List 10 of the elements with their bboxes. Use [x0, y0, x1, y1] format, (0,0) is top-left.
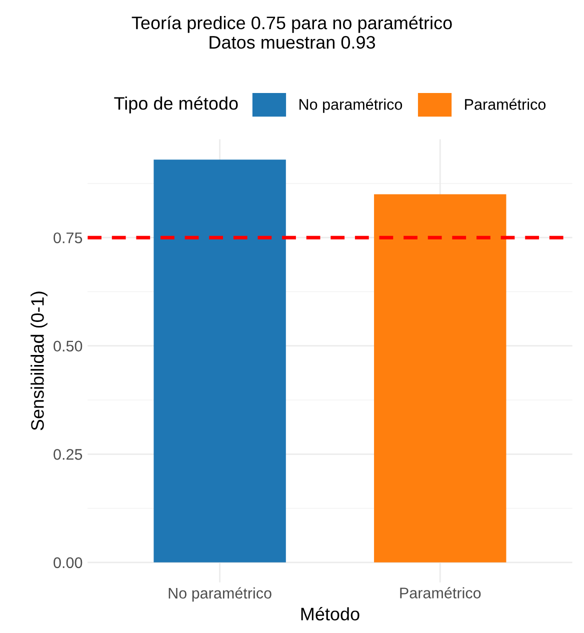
y-axis-title: Sensibilidad (0-1)	[30, 292, 48, 430]
y-tick-label: 0.00	[54, 557, 82, 568]
y-tick-label: 0.75	[54, 232, 82, 244]
y-tick-label: 0.25	[54, 449, 82, 460]
y-tick-label: 0.50	[54, 340, 82, 352]
legend-title: Tipo de método	[114, 96, 238, 114]
legend-label: Paramétrico	[465, 98, 546, 110]
chart-title: Teoría predice 0.75 para no paramétrico Datos muestran 0.93	[132, 16, 452, 49]
legend-label: No paramétrico	[300, 98, 402, 113]
x-axis-title: Método	[301, 606, 360, 620]
